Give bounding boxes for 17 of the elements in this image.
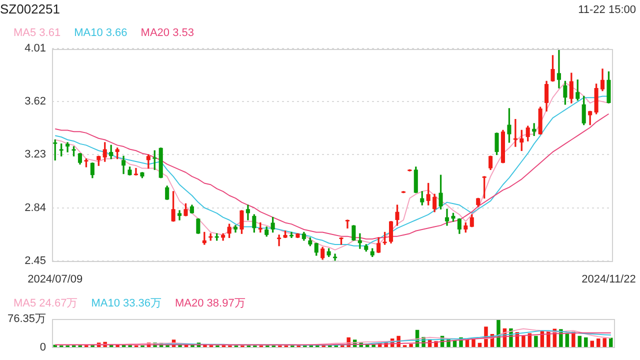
x-tick-label: 2024/11/22 <box>582 273 636 286</box>
x-tick-label: 2024/07/09 <box>28 273 83 286</box>
text: MA20 38.97万 <box>175 298 246 310</box>
y-tick-label: 2.84 <box>24 202 46 214</box>
y-tick-label: 2.45 <box>24 254 46 267</box>
text: 11-22 15:00 <box>578 4 636 16</box>
chart-title: SZ002251 <box>0 1 60 16</box>
text: MA5 24.67万 <box>14 298 78 310</box>
y-tick-label: 3.62 <box>24 96 46 108</box>
text: MA10 3.66 <box>74 27 128 40</box>
y-tick-label: 3.23 <box>24 148 46 161</box>
y-tick-label: 0 <box>40 341 46 354</box>
y-tick-label: 76.35万 <box>7 313 46 326</box>
text: MA20 3.53 <box>140 27 194 40</box>
y-tick-label: 4.01 <box>24 42 46 55</box>
text: MA5 3.61 <box>14 27 61 40</box>
text: MA10 33.36万 <box>91 298 162 310</box>
